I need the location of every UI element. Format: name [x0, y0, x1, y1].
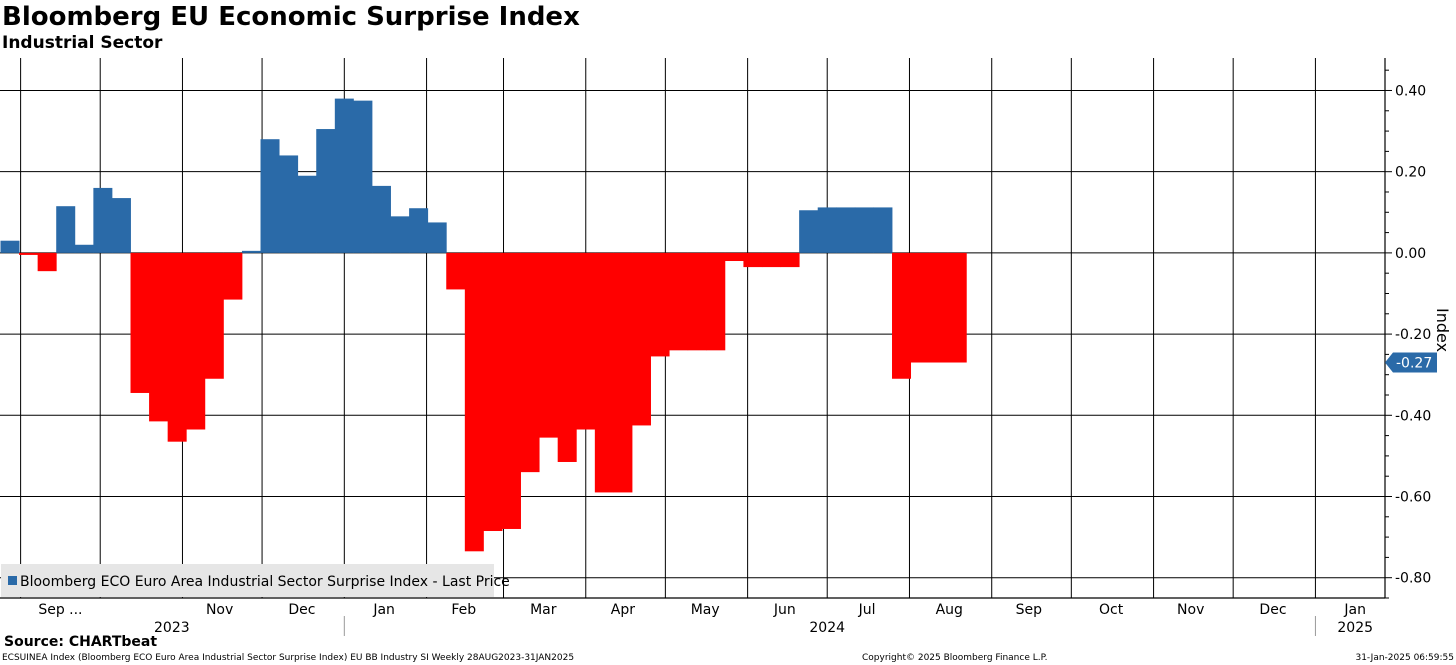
bar: [223, 252, 243, 300]
source-note: Source: CHARTbeat: [4, 634, 158, 650]
bar: [947, 252, 967, 363]
bar: [371, 185, 391, 253]
bar: [167, 252, 187, 442]
bar: [501, 252, 521, 529]
y-tick-label: -0.40: [1395, 408, 1431, 424]
x-tick-label: Jun: [773, 602, 796, 618]
gridlines: [0, 58, 1385, 598]
x-tick-label: Apr: [611, 602, 635, 618]
bar: [594, 252, 614, 493]
x-tick-label: Feb: [451, 602, 476, 618]
bar: [761, 252, 781, 268]
bar: [130, 252, 150, 393]
y-tick-label: -0.20: [1395, 327, 1431, 343]
y-axis-tick-labels: -0.80 -0.60 -0.40 -0.20 0.00 0.20 0.40: [1395, 83, 1431, 586]
bar: [316, 129, 336, 253]
bar: [520, 252, 540, 473]
legend-box: [1, 564, 494, 597]
bar: [56, 206, 76, 253]
bar: [446, 252, 466, 290]
bar: [427, 222, 447, 253]
bar: [149, 252, 169, 422]
chart-subtitle: Industrial Sector: [2, 33, 163, 53]
legend-swatch: [8, 576, 17, 585]
bar: [892, 252, 912, 379]
legend: Bloomberg ECO Euro Area Industrial Secto…: [1, 564, 510, 597]
bar: [390, 216, 410, 253]
last-value-badge: -0.27: [1385, 352, 1437, 373]
x-tick-label: Oct: [1099, 602, 1124, 618]
chart-title: Bloomberg EU Economic Surprise Index: [2, 2, 580, 32]
bar: [539, 252, 559, 438]
y-tick-label: -0.60: [1395, 489, 1431, 505]
bar: [0, 240, 20, 253]
x-tick-label: Jul: [858, 602, 876, 618]
bar: [687, 252, 707, 351]
bar: [111, 198, 131, 253]
bar: [334, 98, 354, 253]
bar: [669, 252, 689, 351]
x-tick-label: May: [691, 602, 720, 618]
y-axis-label: Index: [1433, 308, 1452, 352]
bar: [799, 210, 819, 253]
bar: [483, 252, 503, 532]
bar: [724, 252, 744, 262]
x-tick-label: Sep ...: [38, 602, 82, 618]
bar: [279, 155, 299, 253]
bar: [353, 100, 373, 253]
footer-timestamp: 31-Jan-2025 06:59:55: [1355, 653, 1454, 663]
bar: [297, 175, 317, 253]
x-tick-label: Nov: [206, 602, 233, 618]
footer-series-info: ECSUINEA Index (Bloomberg ECO Euro Area …: [2, 653, 575, 663]
bar-series: [0, 98, 967, 552]
x-tick-label: Dec: [288, 602, 315, 618]
y-tick-label: 0.40: [1395, 83, 1426, 99]
last-value-marker: [1385, 352, 1437, 373]
x-tick-label: Aug: [936, 602, 963, 618]
x-tick-label: Dec: [1259, 602, 1286, 618]
bar: [19, 252, 39, 255]
y-tick-label: -0.80: [1395, 571, 1431, 587]
x-tick-label: Jan: [372, 602, 395, 618]
bar: [650, 252, 670, 357]
bar: [557, 252, 577, 462]
bar: [93, 187, 113, 253]
bar: [854, 207, 874, 253]
bar: [836, 207, 856, 253]
x-tick-label: Sep: [1016, 602, 1043, 618]
axes: [0, 58, 1392, 636]
bar: [464, 252, 484, 552]
y-tick-label: 0.00: [1395, 246, 1426, 262]
bar: [780, 252, 800, 268]
bar: [743, 252, 763, 268]
bar: [929, 252, 949, 363]
bar: [37, 252, 57, 272]
bar: [204, 252, 224, 379]
bar: [873, 207, 893, 253]
bar: [74, 244, 94, 253]
footer-copyright: Copyright© 2025 Bloomberg Finance L.P.: [862, 653, 1048, 663]
bar: [576, 252, 596, 430]
x-axis-year-labels: 2023 2024 2025: [154, 620, 1373, 636]
bar: [910, 252, 930, 363]
legend-label: Bloomberg ECO Euro Area Industrial Secto…: [20, 574, 510, 590]
x-year-label: 2025: [1337, 620, 1373, 636]
x-year-label: 2024: [809, 620, 845, 636]
bar: [817, 207, 837, 253]
bar: [409, 208, 429, 253]
bar: [706, 252, 726, 351]
last-value-label: -0.27: [1396, 356, 1432, 372]
x-tick-label: Mar: [530, 602, 557, 618]
bar: [631, 252, 651, 426]
y-tick-label: 0.20: [1395, 165, 1426, 181]
bar: [241, 250, 261, 253]
bar: [260, 139, 280, 253]
x-year-label: 2023: [154, 620, 190, 636]
bar: [613, 252, 633, 493]
x-tick-label: Nov: [1177, 602, 1204, 618]
bar: [186, 252, 206, 430]
x-axis-month-labels: Sep ... Nov Dec Jan Feb Mar Apr May Jun Jul Aug Sep…: [38, 602, 1366, 618]
x-tick-label: Jan: [1343, 602, 1366, 618]
